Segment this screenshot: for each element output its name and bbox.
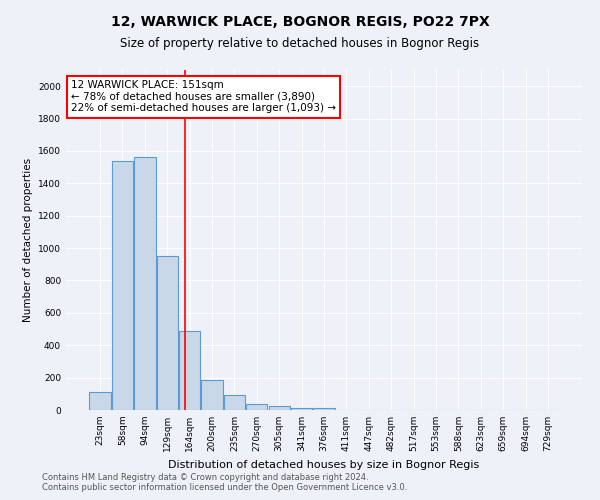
X-axis label: Distribution of detached houses by size in Bognor Regis: Distribution of detached houses by size … [169, 460, 479, 469]
Y-axis label: Number of detached properties: Number of detached properties [23, 158, 32, 322]
Bar [246, 404, 268, 410]
Bar [313, 408, 335, 410]
Bar [202, 380, 223, 410]
Bar [112, 160, 133, 410]
Text: Size of property relative to detached houses in Bognor Regis: Size of property relative to detached ho… [121, 38, 479, 51]
Bar [291, 408, 312, 410]
Bar [269, 406, 290, 410]
Bar [179, 330, 200, 410]
Bar [224, 394, 245, 410]
Bar [157, 256, 178, 410]
Text: 12, WARWICK PLACE, BOGNOR REGIS, PO22 7PX: 12, WARWICK PLACE, BOGNOR REGIS, PO22 7P… [110, 15, 490, 29]
Bar [89, 392, 111, 410]
Bar [134, 158, 155, 410]
Text: Contains HM Land Registry data © Crown copyright and database right 2024.
Contai: Contains HM Land Registry data © Crown c… [42, 473, 407, 492]
Text: 12 WARWICK PLACE: 151sqm
← 78% of detached houses are smaller (3,890)
22% of sem: 12 WARWICK PLACE: 151sqm ← 78% of detach… [71, 80, 336, 114]
